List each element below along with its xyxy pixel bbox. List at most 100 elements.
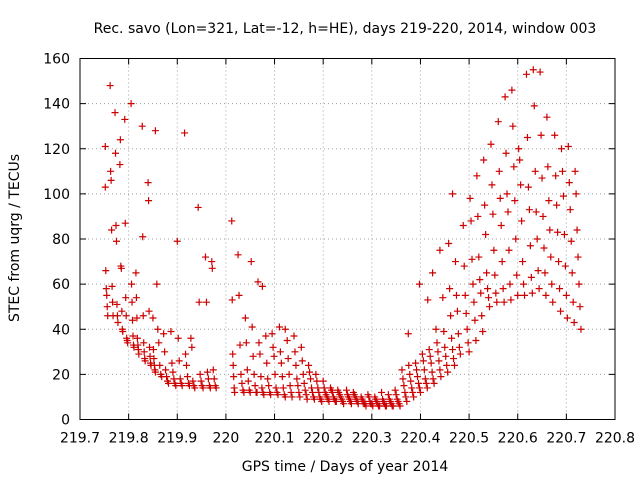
data-point [139,312,147,320]
data-point [246,388,254,396]
data-point [567,237,575,245]
data-point [423,384,431,392]
data-point [122,294,130,302]
data-point [562,291,570,299]
data-point [556,285,564,293]
data-point [285,370,293,378]
data-point [112,149,120,157]
data-point [482,230,490,238]
data-point [254,278,262,286]
data-point [191,384,199,392]
data-point [479,328,487,336]
data-point [439,294,447,302]
data-point [557,307,565,315]
data-point [257,373,265,381]
data-point [281,393,289,401]
data-point [248,323,256,331]
data-point [229,361,237,369]
data-point [396,402,404,410]
data-point [293,375,301,383]
data-point [169,368,177,376]
y-tick-label: 160 [43,52,70,68]
data-point [256,350,264,358]
data-point [507,296,515,304]
data-point [283,337,291,345]
data-point [504,208,512,216]
data-point [466,194,474,202]
data-point [447,312,455,320]
data-point [307,375,315,383]
data-point [102,285,110,293]
data-point [403,397,411,405]
data-point [456,350,464,358]
data-point [210,375,218,383]
data-point [141,357,149,365]
data-point [462,309,470,317]
data-point [553,201,561,209]
data-point [294,382,302,390]
data-point [149,314,157,322]
data-point [455,343,463,351]
data-point [406,370,414,378]
data-point [258,282,266,290]
y-tick-label: 100 [43,187,70,203]
data-point [117,264,125,272]
data-point [421,375,429,383]
data-point [128,298,136,306]
data-point [464,339,472,347]
data-point [428,368,436,376]
data-point [415,280,423,288]
data-point [539,212,547,220]
data-point [340,400,348,408]
data-point [420,366,428,374]
data-point [168,359,176,367]
data-point [515,145,523,153]
data-point [332,397,340,405]
data-point [175,357,183,365]
data-point [546,226,554,234]
data-point [436,366,444,374]
data-point [135,350,143,358]
data-point [315,388,323,396]
data-point [121,219,129,227]
data-point [308,384,316,392]
data-point [313,377,321,385]
data-point [478,312,486,320]
data-point [165,379,173,387]
data-point [429,375,437,383]
data-point [209,366,217,374]
data-point [449,346,457,354]
data-point [362,402,370,410]
data-point [260,391,268,399]
data-point [320,384,328,392]
data-point [103,303,111,311]
data-point [278,373,286,381]
data-point [446,285,454,293]
data-point [529,66,537,74]
data-point [312,370,320,378]
data-point [572,190,580,198]
data-point [506,280,514,288]
data-point [300,379,308,387]
data-point [264,375,272,383]
data-point [297,343,305,351]
data-point [473,172,481,180]
data-point [389,402,397,410]
data-point [194,203,202,211]
data-point [258,384,266,392]
data-point [430,379,438,387]
data-point [284,355,292,363]
data-point [262,332,270,340]
data-point [201,253,209,261]
data-point [475,253,483,261]
data-point [563,314,571,322]
data-point [253,388,261,396]
data-point [292,361,300,369]
data-point [188,343,196,351]
y-tick-label: 140 [43,97,70,113]
data-point [112,221,120,229]
data-point [132,294,140,302]
data-point [561,262,569,270]
data-point [544,163,552,171]
data-point [269,343,277,351]
